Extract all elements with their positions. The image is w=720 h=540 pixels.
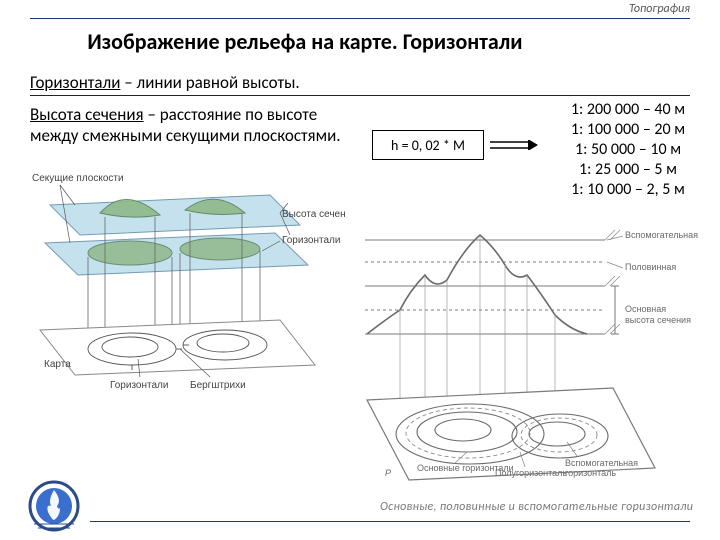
label-half: Половинная xyxy=(625,262,676,272)
formula-box: h = 0, 02 * M xyxy=(372,130,484,160)
definition-section-height: Высота сечения – расстояние по высоте ме… xyxy=(30,104,360,147)
scale-item: 1: 200 000 – 40 м xyxy=(548,100,708,120)
definition-contours: Горизонтали – линии равной высоты. xyxy=(30,72,690,96)
label-contours-bottom: Горизонтали xyxy=(110,380,168,390)
label-p: P xyxy=(385,468,391,478)
diagram-contour-types: Вспомогательная Половинная Основная высо… xyxy=(355,220,703,502)
scale-item: 1: 50 000 – 10 м xyxy=(548,140,708,160)
term-section-height: Высота сечения xyxy=(30,104,144,125)
topic-tag: Топография xyxy=(629,2,690,16)
scale-item: 1: 10 000 – 2, 5 м xyxy=(548,180,708,200)
scale-item: 1: 25 000 – 5 м xyxy=(548,160,708,180)
logo-icon xyxy=(28,480,80,532)
label-contours-side: Горизонтали xyxy=(282,235,340,246)
page-title: Изображение рельефа на карте. Горизонтал… xyxy=(0,28,720,55)
arrow-icon xyxy=(490,140,538,150)
label-section-height: Высота сечения h xyxy=(282,209,345,220)
label-main-height: Основная высота сечения xyxy=(625,304,691,325)
diagram-right-caption: Основные, половинные и вспомогательные г… xyxy=(380,500,693,514)
label-bergstrichs: Бергштрихи xyxy=(190,380,246,390)
bottom-rule xyxy=(90,521,690,522)
definition-contours-rest: – линии равной высоты. xyxy=(120,72,299,93)
formula-text: h = 0, 02 * M xyxy=(391,137,465,154)
scale-item: 1: 100 000 – 20 м xyxy=(548,120,708,140)
label-map: Карта xyxy=(44,359,71,370)
term-contours: Горизонтали xyxy=(30,72,120,93)
label-half-contour: Полугоризонталь xyxy=(495,468,567,478)
label-aux-top: Вспомогательная xyxy=(625,230,698,240)
label-cutting-planes: Секущие плоскости xyxy=(32,173,124,184)
diagram-cutting-planes: Секущие плоскости Высота сечения h Гориз… xyxy=(30,165,345,390)
top-rule xyxy=(30,18,690,19)
scale-list: 1: 200 000 – 40 м 1: 100 000 – 20 м 1: 5… xyxy=(548,100,708,200)
